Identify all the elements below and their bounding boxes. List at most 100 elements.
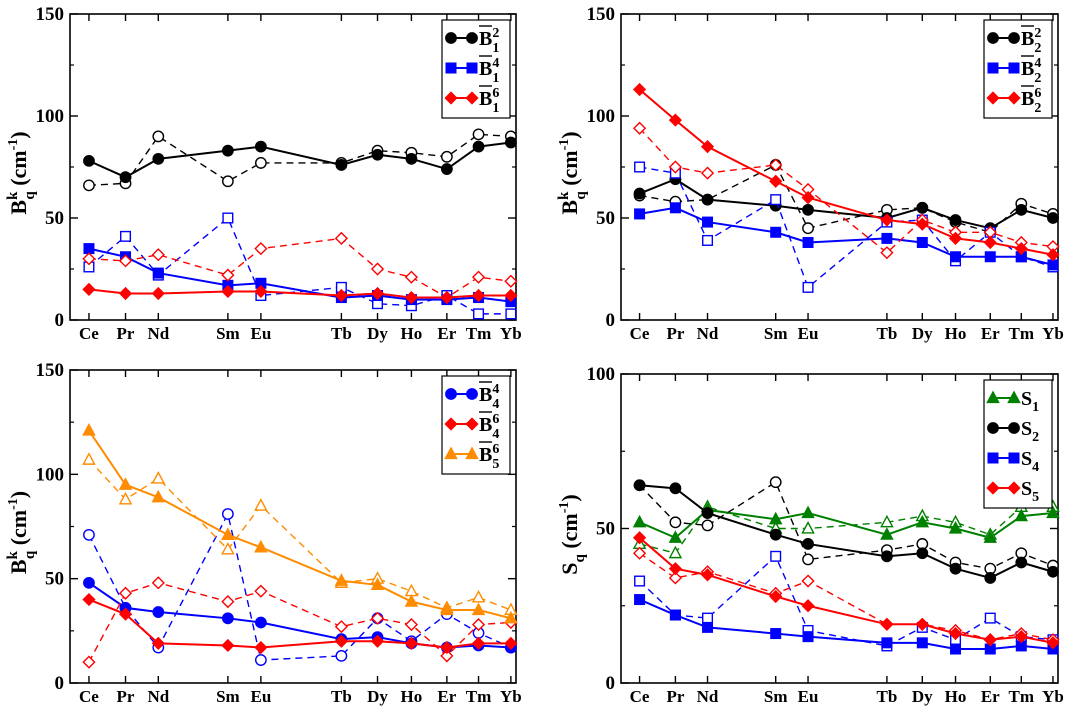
data-point-filled: [669, 609, 681, 621]
data-point-open: [370, 611, 385, 625]
legend-marker: [987, 32, 999, 44]
data-point-filled: [82, 282, 96, 296]
series-line-dashed: [88, 582, 511, 663]
data-point-filled: [504, 636, 518, 650]
data-point-open: [801, 521, 815, 534]
data-point-filled: [700, 140, 715, 154]
x-tick-label: Sm: [764, 687, 788, 706]
data-point-open: [254, 498, 268, 511]
x-tick-label: Eu: [798, 687, 819, 706]
data-point-open: [440, 150, 453, 163]
data-point-open: [118, 254, 133, 268]
data-point-filled: [770, 226, 782, 238]
data-point-filled: [472, 140, 485, 153]
data-point-filled: [335, 159, 348, 171]
legend-marker: [465, 91, 479, 105]
x-tick-label: Tb: [331, 324, 352, 343]
data-point-open: [802, 222, 814, 235]
data-point-filled: [221, 284, 235, 299]
data-point-filled: [254, 640, 268, 655]
data-point-open: [668, 545, 683, 559]
y-tick-label: 150: [36, 360, 65, 381]
legend-label: S2: [1021, 418, 1039, 445]
legend: B2 2B4 2B6 2: [983, 19, 1053, 119]
data-point-filled: [948, 231, 963, 245]
data-point-open: [404, 583, 419, 597]
data-point-filled: [334, 288, 348, 303]
data-point-filled: [984, 572, 997, 584]
data-point-filled: [632, 514, 647, 528]
data-point-filled: [916, 547, 929, 560]
data-point-open: [984, 612, 996, 624]
data-point-filled: [152, 606, 165, 618]
data-point-filled: [151, 286, 165, 301]
x-tick-label: Ce: [79, 687, 99, 706]
data-point-filled: [702, 621, 714, 633]
series-B5-6: [82, 423, 518, 624]
legend-marker: [1008, 62, 1020, 74]
data-point-filled: [83, 576, 95, 589]
data-point-filled: [802, 203, 814, 216]
series-B2-4: [634, 161, 1059, 293]
legend-label: S5: [1021, 478, 1039, 505]
data-point-filled: [221, 638, 235, 653]
y-axis-label: Bkq (cm-1): [5, 491, 38, 574]
x-tick-label: Yb: [500, 324, 522, 343]
data-point-filled: [118, 477, 133, 490]
legend-marker: [465, 446, 479, 460]
data-point-open: [440, 649, 454, 663]
legend: B2 1B4 1B6 1: [441, 19, 511, 119]
series-B4-4: [83, 508, 517, 666]
x-tick-label: Ce: [630, 324, 650, 343]
data-point-filled: [504, 610, 518, 624]
data-point-filled: [701, 507, 714, 519]
data-point-open: [82, 452, 96, 465]
x-tick-label: Dy: [367, 324, 388, 343]
data-point-open: [118, 586, 133, 600]
legend-marker: [1007, 91, 1021, 105]
data-point-open: [152, 130, 165, 143]
x-tick-label: Ce: [630, 687, 650, 706]
y-tick-label: 100: [587, 106, 616, 127]
x-tick-label: Sm: [216, 687, 240, 706]
y-tick-label: 0: [55, 673, 65, 694]
data-point-filled: [118, 286, 133, 301]
data-point-filled: [668, 562, 682, 576]
data-point-filled: [371, 148, 384, 161]
data-point-filled: [82, 592, 96, 607]
legend-label: B6 1: [479, 86, 499, 116]
y-tick-label: 100: [587, 364, 616, 385]
data-point-open: [82, 252, 96, 266]
x-tick-label: Tm: [1009, 324, 1035, 343]
data-point-filled: [1014, 630, 1028, 644]
series-S5: [632, 531, 1060, 650]
legend-label: B4 1: [479, 56, 499, 86]
data-point-open: [370, 262, 385, 276]
data-point-open: [83, 179, 95, 192]
data-point-filled: [633, 187, 646, 200]
x-tick-label: Tb: [331, 687, 352, 706]
data-point-open: [151, 248, 165, 262]
x-tick-label: Ho: [401, 687, 423, 706]
data-point-filled: [802, 631, 814, 643]
data-point-filled: [983, 235, 997, 250]
data-point-filled: [949, 562, 962, 575]
data-point-open: [473, 308, 485, 320]
data-point-filled: [370, 634, 385, 648]
data-point-filled: [669, 202, 681, 214]
x-tick-label: Er: [981, 324, 1000, 343]
data-point-open: [254, 584, 268, 598]
data-point-filled: [801, 505, 815, 519]
data-point-open: [769, 476, 782, 489]
data-point-open: [770, 550, 782, 562]
data-point-filled: [1046, 248, 1060, 262]
data-point-filled: [668, 530, 683, 543]
data-point-filled: [254, 539, 268, 553]
data-point-filled: [334, 634, 348, 648]
y-tick-label: 50: [45, 208, 64, 229]
legend-marker: [445, 32, 457, 44]
data-point-filled: [948, 626, 963, 641]
data-point-filled: [880, 617, 894, 631]
x-tick-label: Nd: [697, 324, 719, 343]
